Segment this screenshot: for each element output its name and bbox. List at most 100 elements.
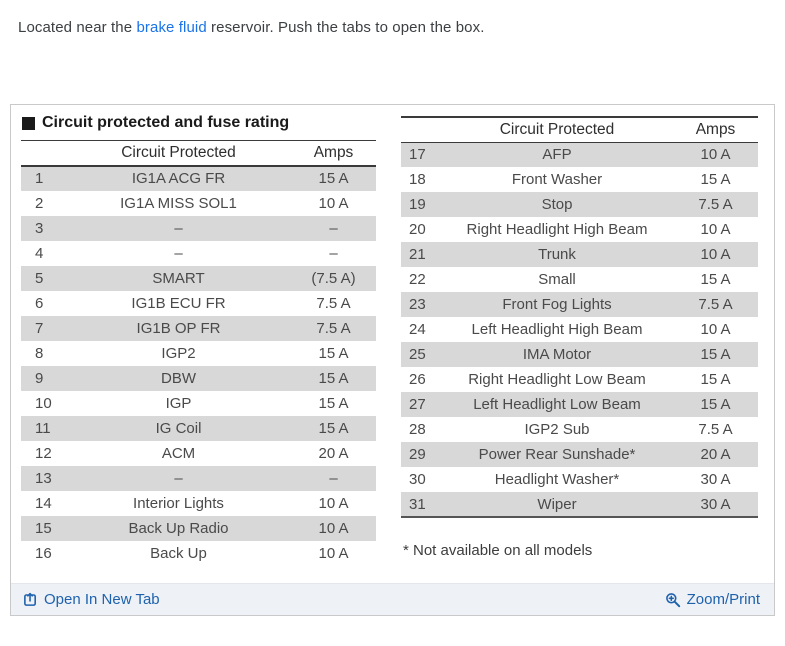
fuse-cell-amps: 10 A	[700, 246, 731, 263]
fuse-cell-circuit: –	[174, 219, 183, 237]
fuse-row: 20 Right Headlight High Beam 10 A	[401, 217, 758, 242]
fuse-cell-amps: 10 A	[700, 321, 731, 338]
fuse-cell-circuit: Left Headlight High Beam	[471, 321, 643, 338]
fuse-cell-amps: –	[329, 469, 338, 487]
fuse-cell-num: 15	[35, 519, 52, 537]
fuse-cell-amps: 20 A	[700, 446, 731, 463]
section-title-text: Circuit protected and fuse rating	[42, 114, 290, 131]
section-title: Circuit protected and fuse rating	[21, 111, 376, 140]
fuse-cell-num: 1	[35, 170, 44, 187]
fuse-cell-circuit: Small	[538, 271, 576, 288]
intro-text-before: Located near the	[18, 19, 137, 36]
fuse-row: 5 SMART (7.5 A)	[21, 265, 376, 291]
fuse-row: 12 ACM 20 A	[21, 441, 376, 466]
fuse-cell-circuit: Back Up	[150, 544, 207, 562]
fuse-cell-amps: (7.5 A)	[311, 269, 356, 287]
fuse-cell-circuit: –	[174, 469, 183, 487]
intro-text-after: reservoir. Push the tabs to open the box…	[206, 19, 485, 36]
column-header-circuit: Circuit Protected	[121, 143, 236, 161]
fuse-cell-circuit: ACM	[161, 444, 196, 462]
panel-body: Circuit protected and fuse rating Circui…	[11, 105, 774, 583]
fuse-cell-amps: 15 A	[318, 394, 349, 412]
fuse-cell-circuit: Back Up Radio	[128, 519, 229, 537]
fuse-row: 25 IMA Motor 15 A	[401, 342, 758, 367]
fuse-row: 29 Power Rear Sunshade* 20 A	[401, 442, 758, 467]
fuse-row: 18 Front Washer 15 A	[401, 167, 758, 192]
fuse-cell-num: 8	[35, 344, 44, 362]
fuse-cell-circuit: Right Headlight High Beam	[466, 221, 648, 238]
fuse-cell-amps: 7.5 A	[698, 196, 733, 213]
fuse-cell-num: 27	[409, 396, 426, 413]
column-header-number	[401, 117, 441, 142]
brake-fluid-link[interactable]: brake fluid	[136, 19, 207, 36]
fuse-cell-num: 28	[409, 421, 426, 438]
fuse-cell-num: 7	[35, 319, 44, 337]
fuse-cell-num: 11	[35, 419, 51, 437]
fuse-cell-circuit: IG Coil	[155, 419, 202, 437]
fuse-cell-circuit: IG1A MISS SOL1	[120, 194, 237, 212]
fuse-row: 15 Back Up Radio 10 A	[21, 515, 376, 541]
fuse-cell-num: 22	[409, 271, 426, 288]
fuse-row: 16 Back Up 10 A	[21, 541, 376, 566]
fuse-row: 22 Small 15 A	[401, 267, 758, 292]
fuse-cell-num: 4	[35, 244, 44, 262]
fuse-row: 13 – –	[21, 465, 376, 491]
fuse-rating-panel: Circuit protected and fuse rating Circui…	[10, 104, 775, 616]
fuse-table-left: Circuit Protected Amps 1 IG1A ACG FR 15 A 2…	[21, 140, 376, 566]
fuse-cell-amps: 30 A	[700, 495, 731, 513]
fuse-cell-circuit: Front Fog Lights	[502, 296, 612, 313]
fuse-cell-amps: 15 A	[318, 170, 349, 187]
fuse-row: 1 IG1A ACG FR 15 A	[21, 165, 376, 191]
fuse-cell-amps: 15 A	[700, 271, 731, 288]
table-header-row: Circuit Protected Amps	[21, 140, 376, 166]
fuse-cell-num: 16	[35, 544, 52, 562]
fuse-row: 30 Headlight Washer* 30 A	[401, 467, 758, 492]
fuse-cell-amps: 10 A	[700, 221, 731, 238]
fuse-row: 27 Left Headlight Low Beam 15 A	[401, 392, 758, 417]
fuse-cell-circuit: Power Rear Sunshade*	[478, 446, 636, 463]
fuse-cell-num: 23	[409, 296, 426, 313]
column-header-number	[21, 141, 66, 166]
fuse-cell-num: 2	[35, 194, 44, 212]
fuse-cell-circuit: IMA Motor	[522, 346, 592, 363]
fuse-row: 31 Wiper 30 A	[401, 492, 758, 517]
open-in-new-tab-icon	[23, 592, 38, 607]
fuse-cell-num: 5	[35, 269, 44, 287]
fuse-cell-circuit: IG1A ACG FR	[131, 170, 226, 187]
intro-text: Located near the brake fluid reservoir. …	[18, 19, 767, 36]
fuse-cell-num: 6	[35, 294, 44, 312]
fuse-row: 2 IG1A MISS SOL1 10 A	[21, 191, 376, 216]
fuse-cell-amps: 15 A	[318, 419, 349, 437]
footnote: * Not available on all models	[403, 542, 593, 559]
fuse-cell-circuit: AFP	[542, 146, 572, 164]
fuse-row: 7 IG1B OP FR 7.5 A	[21, 315, 376, 341]
fuse-cell-circuit: IGP	[165, 394, 192, 412]
fuse-cell-amps: 15 A	[700, 371, 731, 388]
fuse-cell-num: 24	[409, 321, 426, 338]
zoom-print-label: Zoom/Print	[686, 591, 760, 608]
fuse-cell-amps: 30 A	[700, 471, 731, 488]
fuse-cell-amps: 7.5 A	[698, 296, 733, 313]
fuse-row: 6 IG1B ECU FR 7.5 A	[21, 291, 376, 316]
fuse-cell-amps: 10 A	[318, 194, 349, 212]
fuse-cell-circuit: SMART	[152, 269, 205, 287]
fuse-row: 26 Right Headlight Low Beam 15 A	[401, 367, 758, 392]
fuse-cell-circuit: –	[174, 244, 183, 262]
fuse-row: 24 Left Headlight High Beam 10 A	[401, 317, 758, 342]
fuse-cell-amps: 20 A	[318, 444, 349, 462]
fuse-row: 3 – –	[21, 215, 376, 241]
fuse-row: 23 Front Fog Lights 7.5 A	[401, 292, 758, 317]
fuse-cell-num: 18	[409, 171, 426, 188]
fuse-row: 19 Stop 7.5 A	[401, 192, 758, 217]
fuse-cell-circuit: DBW	[161, 369, 196, 387]
fuse-row: 9 DBW 15 A	[21, 365, 376, 391]
fuse-cell-num: 14	[35, 494, 52, 512]
zoom-print-link[interactable]: Zoom/Print	[665, 591, 760, 608]
fuse-cell-num: 3	[35, 219, 44, 237]
open-in-new-tab-link[interactable]: Open In New Tab	[23, 591, 160, 608]
fuse-cell-num: 13	[35, 469, 52, 487]
fuse-cell-num: 20	[409, 221, 426, 238]
fuse-cell-circuit: Front Washer	[511, 171, 603, 188]
fuse-cell-num: 19	[409, 196, 426, 213]
fuse-cell-num: 12	[35, 444, 52, 462]
